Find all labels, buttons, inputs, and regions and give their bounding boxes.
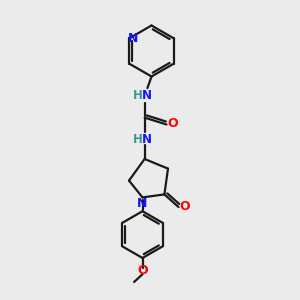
Text: N: N [142,88,152,102]
Text: H: H [133,88,143,102]
Text: N: N [142,133,152,146]
Text: N: N [137,197,148,210]
Text: O: O [137,264,148,277]
Text: O: O [179,200,190,214]
Text: H: H [133,133,143,146]
Text: N: N [128,32,138,45]
Text: O: O [167,117,178,130]
